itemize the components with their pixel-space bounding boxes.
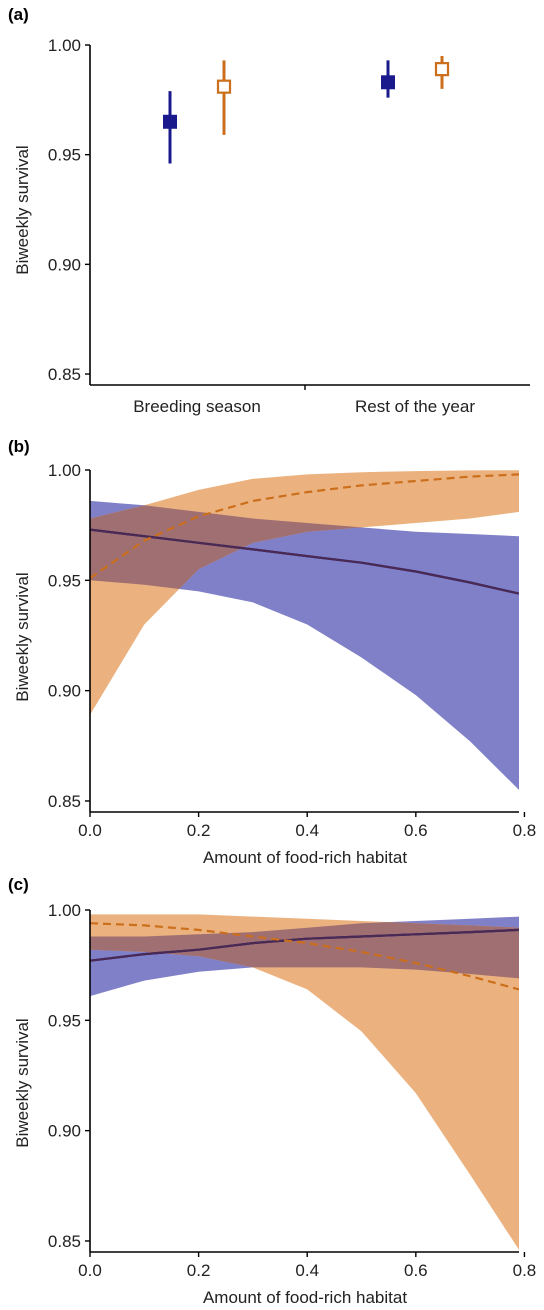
- y-tick-label: 0.85: [48, 792, 81, 811]
- x-tick-label: 0.4: [295, 821, 319, 840]
- y-tick-label-a: 0.90: [48, 255, 81, 274]
- x-tick-label: 0.6: [404, 821, 428, 840]
- bands-b: [90, 470, 519, 790]
- axes-a: 0.85 0.90 0.95 1.00 Breeding season Rest of t…: [48, 36, 530, 416]
- y-tick-label: 1.00: [48, 901, 81, 920]
- x-axis-title-b: Amount of food-rich habitat: [203, 848, 407, 867]
- lines-b: [90, 473, 519, 595]
- axes-b: 0.85 0.90 0.95 1.00 0.0 0.2 0.4 0.6 0.8: [48, 461, 536, 840]
- panel-label-c: (c): [8, 875, 29, 894]
- x-tick-label: 0.0: [78, 1261, 102, 1280]
- x-tick-label: 0.8: [513, 821, 537, 840]
- y-tick-label: 0.90: [48, 1122, 81, 1141]
- y-tick-label: 0.95: [48, 1011, 81, 1030]
- y-tick-label-a: 0.85: [48, 365, 81, 384]
- x-category-label-a: Breeding season: [133, 397, 261, 416]
- fit-line-blue-overlap: [90, 928, 519, 962]
- point-filled-square: [163, 114, 177, 129]
- point-filled-square: [381, 75, 395, 90]
- y-tick-label-a: 0.95: [48, 146, 81, 165]
- y-axis-title-c: Biweekly survival: [13, 1018, 32, 1147]
- y-tick-label: 0.90: [48, 682, 81, 701]
- x-axis-title-c: Amount of food-rich habitat: [203, 1288, 407, 1307]
- fit-line-blue-overlap: [90, 528, 519, 595]
- y-tick-label: 0.95: [48, 571, 81, 590]
- x-tick-label: 0.0: [78, 821, 102, 840]
- ci-band-overlap: [90, 500, 519, 715]
- panel-b: (b) Biweekly survival Amount of food-ric…: [8, 437, 536, 867]
- x-tick-label: 0.4: [295, 1261, 319, 1280]
- panel-label-b: (b): [8, 437, 30, 456]
- x-tick-label: 0.2: [187, 821, 211, 840]
- marks-a: [163, 55, 450, 164]
- x-category-label-a: Rest of the year: [355, 397, 475, 416]
- panel-c: (c) Biweekly survival Amount of food-ric…: [8, 875, 536, 1307]
- ci-band-orange: [90, 914, 519, 1250]
- panel-a: (a) Biweekly survival 0.85 0.90 0.95 1.00 Br…: [8, 5, 530, 416]
- y-axis-title-a: Biweekly survival: [13, 145, 32, 274]
- y-tick-label: 1.00: [48, 461, 81, 480]
- bands-c: [90, 914, 519, 1250]
- point-open-square: [434, 62, 450, 77]
- x-tick-label: 0.8: [513, 1261, 537, 1280]
- point-open-square: [216, 79, 232, 94]
- y-axis-title-b: Biweekly survival: [13, 572, 32, 701]
- ci-band-blue: [90, 500, 519, 790]
- y-tick-label-a: 1.00: [48, 36, 81, 55]
- y-tick-label: 0.85: [48, 1232, 81, 1251]
- lines-c: [90, 922, 519, 991]
- x-tick-label: 0.2: [187, 1261, 211, 1280]
- axes-c: 0.85 0.90 0.95 1.00 0.0 0.2 0.4 0.6 0.8: [48, 901, 536, 1280]
- panel-label-a: (a): [8, 5, 29, 24]
- fit-line-orange-dashed: [90, 922, 519, 991]
- fit-line-orange-dashed: [90, 473, 519, 580]
- x-tick-label: 0.6: [404, 1261, 428, 1280]
